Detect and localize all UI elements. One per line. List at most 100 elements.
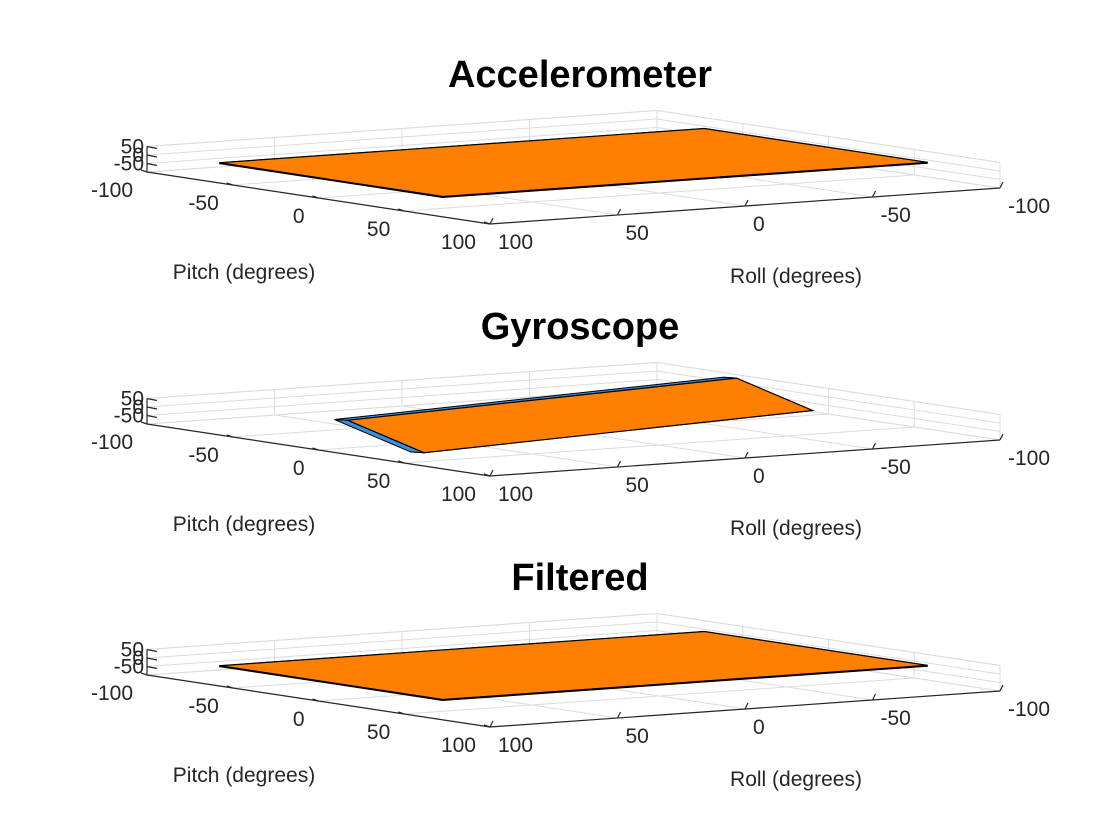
wall-grid-line [656, 110, 1001, 163]
y-tick-label: 50 [626, 222, 649, 245]
x-tick [312, 447, 319, 451]
y-tick [999, 181, 1004, 189]
x-tick [398, 711, 405, 715]
y-tick [871, 693, 877, 701]
wall-grid-line [146, 379, 658, 416]
x-tick [483, 473, 491, 477]
z-tick [146, 414, 158, 419]
z-tick-label: 0 [132, 396, 144, 419]
x-tick-label: 100 [441, 734, 476, 757]
x-axis-label: Pitch (degrees) [173, 764, 315, 787]
x-tick-label: 50 [367, 470, 390, 493]
wall-grid-line [146, 110, 658, 147]
x-tick [483, 724, 491, 728]
wall-grid-line [146, 630, 658, 667]
y-tick [999, 433, 1004, 441]
orientation-plate [334, 376, 815, 454]
wall-grid-line [656, 621, 1001, 675]
x-axis-label: Pitch (degrees) [173, 513, 315, 536]
orientation-plate [219, 630, 928, 702]
x-tick-label: 50 [367, 721, 390, 744]
y-tick [871, 190, 877, 198]
y-tick-label: 0 [753, 716, 765, 739]
y-tick [616, 711, 622, 719]
x-tick [140, 169, 148, 173]
z-tick-label: 50 [121, 639, 144, 662]
wall-grid-line [146, 613, 658, 650]
x-tick [483, 221, 491, 225]
y-tick-label: -100 [1008, 447, 1050, 470]
wall-grid-line [656, 613, 1001, 666]
y-tick-label: 50 [626, 474, 649, 497]
y-tick [744, 702, 749, 710]
x-tick [226, 182, 233, 186]
subplot-title: Gyroscope [481, 306, 680, 348]
y-tick-label: -50 [881, 707, 911, 730]
y-axis-label: Roll (degrees) [730, 517, 862, 540]
y-tick [999, 684, 1004, 692]
y-tick-label: 50 [626, 725, 649, 748]
y-tick-label: 0 [753, 213, 765, 236]
x-tick [398, 460, 405, 464]
wall-grid-line [146, 118, 658, 156]
y-tick [616, 460, 622, 468]
z-tick [146, 162, 158, 167]
x-tick [226, 434, 233, 438]
x-tick-label: 0 [293, 708, 305, 731]
y-tick-label: -100 [1008, 195, 1050, 218]
plate-top-face [219, 127, 928, 198]
y-tick [744, 199, 749, 207]
y-axis-label: Roll (degrees) [730, 768, 862, 791]
x-tick [140, 672, 148, 676]
x-tick-label: -100 [91, 682, 133, 705]
y-tick-label: 0 [753, 465, 765, 488]
plate-top-face [219, 630, 928, 701]
z-tick [146, 397, 158, 402]
x-tick-label: 100 [441, 483, 476, 506]
y-tick-label: -50 [881, 456, 911, 479]
subplot-title: Accelerometer [448, 54, 712, 96]
x-tick-label: -50 [188, 444, 218, 467]
x-tick [312, 195, 319, 199]
y-tick [489, 469, 494, 477]
plate-top-face [345, 377, 815, 454]
x-axis-label: Pitch (degrees) [173, 261, 315, 284]
y-tick [489, 720, 494, 728]
wall-grid-line [146, 370, 658, 408]
subplot-title: Filtered [511, 557, 648, 599]
y-tick [744, 451, 749, 459]
y-tick-label: 100 [498, 734, 533, 757]
x-tick [312, 698, 319, 702]
x-tick [398, 208, 405, 212]
x-tick-label: -100 [91, 431, 133, 454]
x-tick-label: 0 [293, 457, 305, 480]
x-tick-label: -50 [188, 695, 218, 718]
x-tick-label: -50 [188, 192, 218, 215]
z-tick [146, 145, 158, 150]
y-axis-label: Roll (degrees) [730, 265, 862, 288]
x-tick-label: 100 [441, 231, 476, 254]
z-tick-label: 0 [132, 647, 144, 670]
z-tick [146, 406, 158, 410]
y-tick-label: -50 [881, 204, 911, 227]
z-tick [146, 665, 158, 670]
z-tick-label: -50 [114, 405, 144, 428]
y-tick [871, 442, 877, 450]
x-tick [140, 421, 148, 425]
z-tick-label: 50 [121, 388, 144, 411]
wall-grid-line [656, 362, 1001, 415]
y-tick-label: -100 [1008, 698, 1050, 721]
wall-grid-line [146, 621, 658, 659]
z-tick-label: -50 [114, 656, 144, 679]
z-tick-label: -50 [114, 153, 144, 176]
wall-grid-line [656, 118, 1001, 172]
y-tick [616, 208, 622, 216]
y-tick-label: 100 [498, 483, 533, 506]
z-tick [146, 154, 158, 158]
orientation-plate [219, 127, 928, 199]
z-tick [146, 648, 158, 653]
x-tick-label: 50 [367, 218, 390, 241]
